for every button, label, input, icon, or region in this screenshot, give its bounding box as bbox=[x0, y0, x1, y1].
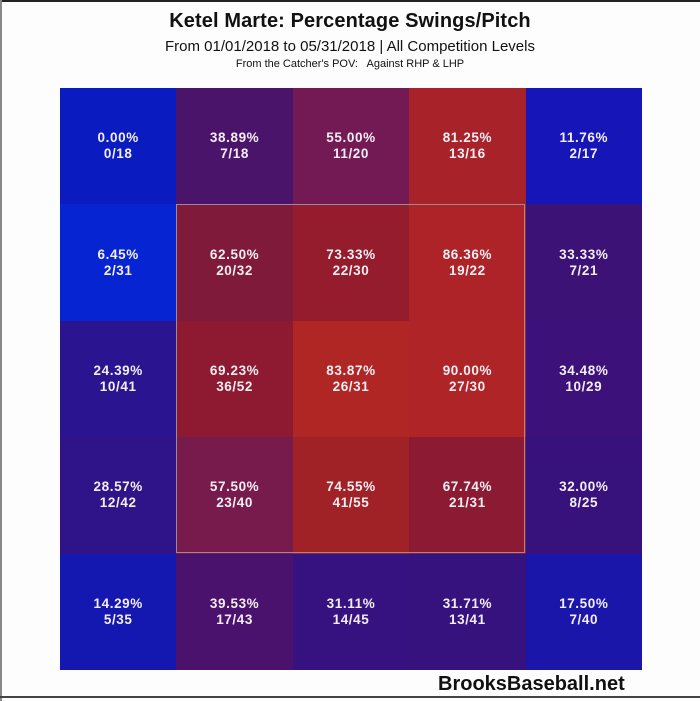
cell-fraction: 10/41 bbox=[99, 378, 137, 394]
frame-top-border bbox=[0, 0, 700, 2]
cell-percentage: 24.39% bbox=[93, 362, 143, 378]
frame-bottom-border bbox=[0, 696, 700, 698]
frame-left-border bbox=[0, 0, 2, 701]
heatmap-cell: 73.33% 22/30 bbox=[292, 204, 410, 321]
heatmap-grid: 0.00% 0/18 38.89% 7/18 55.00% 11/20 81.25% 13/1… bbox=[60, 88, 642, 670]
heatmap-cell: 86.36% 19/22 bbox=[409, 204, 526, 321]
cell-percentage: 11.76% bbox=[559, 130, 609, 146]
heatmap-cell: 32.00% 8/25 bbox=[525, 437, 642, 554]
cell-fraction: 26/31 bbox=[332, 378, 370, 394]
cell-fraction: 36/52 bbox=[216, 378, 253, 394]
chart-title: Ketel Marte: Percentage Swings/Pitch bbox=[169, 10, 531, 32]
cell-percentage: 62.50% bbox=[209, 246, 260, 262]
chart-note: From the Catcher's POV: Against RHP & LH… bbox=[235, 58, 465, 70]
heatmap-cell: 39.53% 17/43 bbox=[176, 553, 293, 670]
cell-percentage: 31.71% bbox=[442, 595, 493, 611]
cell-percentage: 0.00% bbox=[97, 130, 139, 146]
cell-fraction: 17/43 bbox=[216, 611, 253, 627]
heatmap-cell: 69.23% 36/52 bbox=[176, 320, 293, 438]
cell-percentage: 31.11% bbox=[326, 595, 376, 611]
heatmap-cell: 33.33% 7/21 bbox=[525, 204, 642, 321]
cell-percentage: 6.45% bbox=[97, 246, 139, 262]
cell-percentage: 32.00% bbox=[559, 479, 609, 495]
cell-percentage: 81.25% bbox=[442, 130, 493, 146]
heatmap-cell: 0.00% 0/18 bbox=[60, 88, 177, 205]
cell-percentage: 57.50% bbox=[209, 479, 260, 495]
cell-fraction: 10/29 bbox=[565, 378, 603, 394]
cell-fraction: 27/30 bbox=[448, 378, 486, 394]
heatmap-cell: 67.74% 21/31 bbox=[409, 437, 526, 554]
cell-percentage: 86.36% bbox=[442, 246, 493, 262]
cell-percentage: 39.53% bbox=[209, 595, 260, 611]
heatmap-cell: 83.87% 26/31 bbox=[292, 320, 410, 438]
cell-fraction: 19/22 bbox=[448, 262, 486, 278]
cell-percentage: 69.23% bbox=[209, 362, 260, 378]
cell-fraction: 2/17 bbox=[569, 146, 599, 162]
cell-percentage: 55.00% bbox=[326, 130, 376, 146]
cell-percentage: 73.33% bbox=[326, 246, 376, 262]
cell-percentage: 34.48% bbox=[559, 362, 609, 378]
heatmap-cell: 74.55% 41/55 bbox=[292, 437, 410, 554]
heatmap-cell: 31.71% 13/41 bbox=[409, 553, 526, 670]
heatmap-cell: 24.39% 10/41 bbox=[60, 320, 177, 438]
cell-fraction: 7/40 bbox=[569, 611, 599, 627]
heatmap-cell: 14.29% 5/35 bbox=[60, 553, 177, 670]
cell-fraction: 7/21 bbox=[569, 262, 599, 278]
cell-percentage: 90.00% bbox=[442, 362, 493, 378]
cell-fraction: 2/31 bbox=[103, 262, 133, 278]
cell-fraction: 41/55 bbox=[332, 495, 370, 511]
cell-fraction: 22/30 bbox=[332, 262, 370, 278]
chart-subtitle: From 01/01/2018 to 05/31/2018 | All Comp… bbox=[165, 38, 535, 55]
heatmap-cell: 11.76% 2/17 bbox=[525, 88, 642, 205]
cell-percentage: 74.55% bbox=[326, 479, 376, 495]
heatmap-cell: 6.45% 2/31 bbox=[60, 204, 177, 321]
cell-percentage: 67.74% bbox=[442, 479, 493, 495]
heatmap-cell: 55.00% 11/20 bbox=[292, 88, 410, 205]
heatmap-cell: 62.50% 20/32 bbox=[176, 204, 293, 321]
cell-fraction: 7/18 bbox=[220, 146, 249, 162]
cell-fraction: 12/42 bbox=[99, 495, 137, 511]
cell-fraction: 5/35 bbox=[103, 611, 133, 627]
cell-fraction: 13/16 bbox=[448, 146, 486, 162]
cell-fraction: 23/40 bbox=[216, 495, 253, 511]
cell-fraction: 14/45 bbox=[332, 611, 370, 627]
heatmap-cell: 34.48% 10/29 bbox=[525, 320, 642, 438]
cell-fraction: 11/20 bbox=[332, 146, 370, 162]
heatmap-cell: 90.00% 27/30 bbox=[409, 320, 526, 438]
heatmap-cell: 28.57% 12/42 bbox=[60, 437, 177, 554]
heatmap-cell: 38.89% 7/18 bbox=[176, 88, 293, 205]
heatmap-cell: 81.25% 13/16 bbox=[409, 88, 526, 205]
cell-percentage: 83.87% bbox=[326, 362, 376, 378]
heatmap-cell: 57.50% 23/40 bbox=[176, 437, 293, 554]
cell-percentage: 14.29% bbox=[93, 595, 143, 611]
cell-percentage: 28.57% bbox=[93, 479, 143, 495]
cell-fraction: 0/18 bbox=[103, 146, 133, 162]
cell-fraction: 13/41 bbox=[448, 611, 486, 627]
cell-fraction: 8/25 bbox=[569, 495, 599, 511]
cell-percentage: 38.89% bbox=[209, 130, 260, 146]
heatmap-cell: 31.11% 14/45 bbox=[292, 553, 410, 670]
watermark: BrooksBaseball.net bbox=[438, 673, 625, 695]
cell-percentage: 17.50% bbox=[559, 595, 609, 611]
heatmap-cell: 17.50% 7/40 bbox=[525, 553, 642, 670]
cell-fraction: 21/31 bbox=[448, 495, 486, 511]
cell-fraction: 20/32 bbox=[216, 262, 253, 278]
cell-percentage: 33.33% bbox=[559, 246, 609, 262]
